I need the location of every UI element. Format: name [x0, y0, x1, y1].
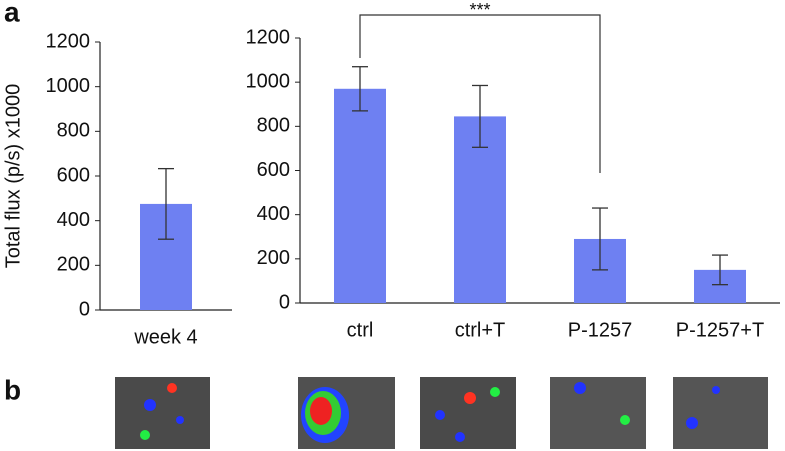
- thumbnail: [420, 377, 516, 449]
- y-tick-label: 800: [257, 115, 290, 137]
- y-tick-label: 1200: [46, 30, 91, 52]
- panel-label: a: [4, 0, 20, 27]
- significance-label: ***: [469, 0, 490, 20]
- y-axis-label: Total flux (p/s) x1000: [2, 84, 24, 269]
- thumbnail: [115, 377, 210, 449]
- y-tick-label: 0: [279, 291, 290, 313]
- y-tick-label: 800: [57, 120, 90, 142]
- error-bar: [352, 66, 368, 112]
- x-tick-label: P-1257+T: [676, 319, 764, 341]
- thumbnail: [298, 377, 395, 449]
- y-tick-label: 1000: [46, 75, 91, 97]
- y-tick-label: 600: [57, 164, 90, 186]
- y-tick-label: 600: [257, 159, 290, 181]
- y-tick-label: 0: [79, 298, 90, 320]
- thumbnail: [673, 377, 768, 449]
- y-tick-label: 200: [57, 254, 90, 276]
- y-tick-label: 200: [257, 247, 290, 269]
- panel-label: b: [4, 374, 21, 405]
- error-bar: [472, 84, 488, 148]
- y-tick-label: 400: [57, 209, 90, 231]
- y-tick-label: 1000: [246, 70, 291, 92]
- x-tick-label: P-1257: [568, 319, 633, 341]
- error-bar: [712, 254, 728, 286]
- significance-bracket: [359, 14, 601, 173]
- bar: [334, 88, 386, 304]
- thumbnails: [115, 377, 768, 449]
- error-bar: [158, 167, 174, 240]
- thumbnail: [550, 377, 646, 449]
- x-tick-label: week 4: [133, 326, 197, 348]
- error-bar: [592, 207, 608, 271]
- x-tick-label: ctrl: [347, 319, 374, 341]
- x-tick-label: ctrl+T: [455, 319, 506, 341]
- y-tick-label: 1200: [246, 26, 291, 48]
- y-tick-label: 400: [257, 203, 290, 225]
